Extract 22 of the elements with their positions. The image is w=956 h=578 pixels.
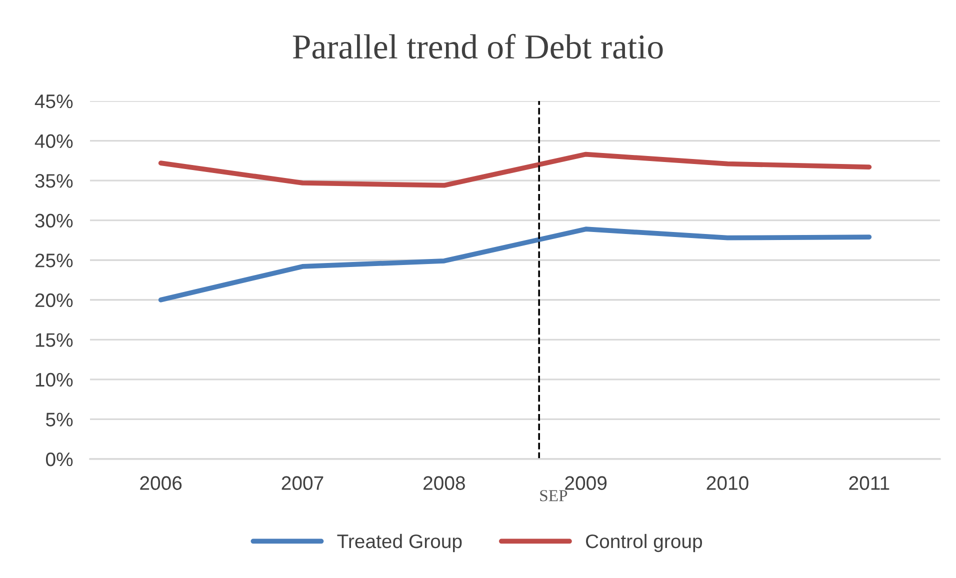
y-tick-label: 10% [36,372,73,387]
chart-title: Parallel trend of Debt ratio [292,34,663,59]
y-tick-label: 40% [34,134,73,148]
y-tick-label: 25% [35,254,73,268]
y-tick-label: 45% [34,94,73,108]
y-tick-label: 35% [35,174,73,188]
ref-line-label: SEP [540,490,568,502]
line-series [158,152,872,188]
line-series [158,226,872,302]
y-tick-label: 0% [46,452,73,466]
x-tick-label: 2007 [282,476,324,490]
legend-label: Control group [586,534,702,552]
x-tick-label: 2006 [140,476,182,490]
x-tick-label: 2009 [565,476,607,490]
x-tick-label: 2011 [849,476,890,490]
y-tick-label: 15% [36,333,73,347]
legend-label: Treated Group [337,534,462,552]
y-tick-label: 30% [35,214,73,228]
x-tick-label: 2010 [706,476,748,490]
y-tick-label: 5% [46,412,73,426]
y-tick-label: 20% [35,293,73,308]
x-tick-label: 2008 [424,476,465,490]
